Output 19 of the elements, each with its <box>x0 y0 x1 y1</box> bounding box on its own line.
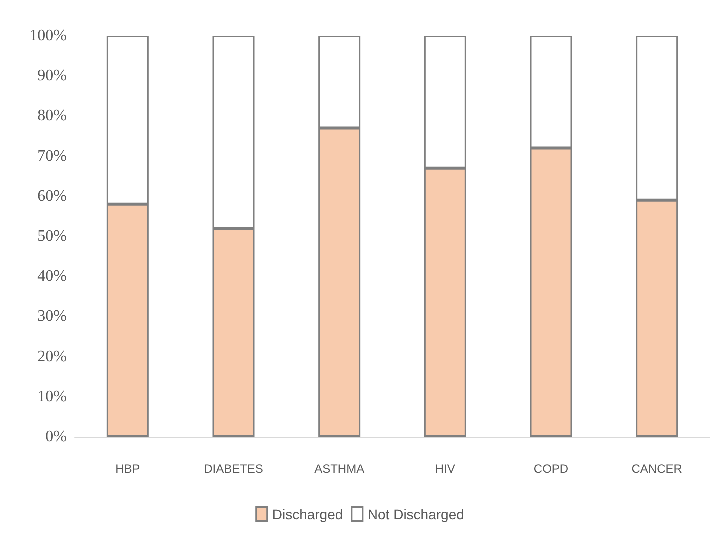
y-tick-label: 50% <box>38 228 67 245</box>
x-tick-label: CANCER <box>632 462 683 476</box>
x-tick-label: DIABETES <box>204 462 264 476</box>
y-tick-label: 0% <box>46 428 67 446</box>
y-tick-label: 100% <box>30 28 67 44</box>
y-tick-label: 90% <box>38 68 67 85</box>
x-tick-label: ASTHMA <box>314 462 365 476</box>
y-tick-label: 40% <box>38 268 67 286</box>
y-tick-label: 30% <box>38 308 67 326</box>
legend-label: Discharged <box>272 506 344 522</box>
y-tick-label: 80% <box>38 108 67 125</box>
x-tick-label: HIV <box>435 462 456 476</box>
y-tick-label: 70% <box>38 148 67 165</box>
y-tick-label: 10% <box>38 388 67 406</box>
y-tick-label: 20% <box>38 348 67 366</box>
y-tick-label: 60% <box>38 188 67 205</box>
x-tick-label: HBP <box>116 462 140 476</box>
x-tick-label: COPD <box>534 462 569 476</box>
legend-label: Not Discharged <box>368 506 464 522</box>
